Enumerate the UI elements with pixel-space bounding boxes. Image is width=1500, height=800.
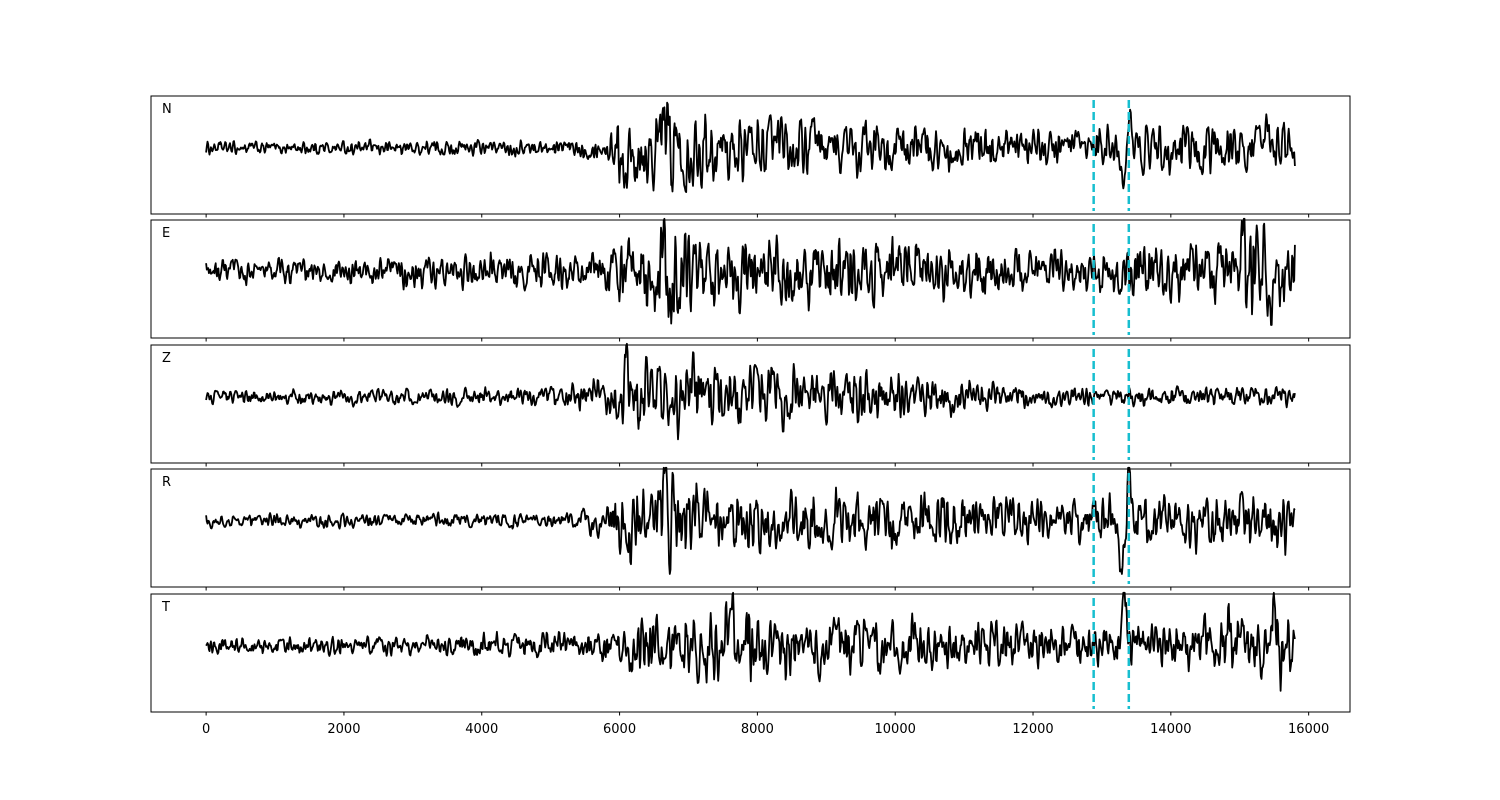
x-tick-label: 6000 <box>603 722 636 737</box>
x-tick-label: 14000 <box>1150 722 1191 737</box>
x-tick-label: 12000 <box>1012 722 1053 737</box>
waveform-trace-z <box>205 342 1296 441</box>
x-tick-label: 4000 <box>465 722 498 737</box>
x-tick-label: 16000 <box>1288 722 1329 737</box>
x-tick-label: 2000 <box>327 722 360 737</box>
waveform-trace-e <box>205 217 1296 326</box>
waveform-trace-r <box>205 466 1296 575</box>
panel-frame <box>150 344 1351 464</box>
waveform-trace-t <box>205 591 1296 692</box>
panel-label: T <box>161 600 170 615</box>
x-tick-label: 0 <box>202 722 210 737</box>
panel-t: T <box>150 591 1351 716</box>
panel-e: E <box>150 217 1351 342</box>
x-axis: 0 2000 4000 6000 8000 10000 12000 14000 16000 <box>202 722 1329 737</box>
panel-r: R <box>150 466 1351 591</box>
panels-layer: N E Z R T <box>150 95 1351 716</box>
x-tick-label: 8000 <box>741 722 774 737</box>
panel-label: Z <box>162 351 171 366</box>
x-tick-label: 10000 <box>875 722 916 737</box>
panel-label: E <box>162 226 170 241</box>
panel-label: R <box>162 475 171 490</box>
panel-z: Z <box>150 342 1351 467</box>
panel-frame <box>150 95 1351 215</box>
panel-label: N <box>162 102 172 117</box>
waveform-trace-n <box>205 101 1296 193</box>
panel-n: N <box>150 95 1351 218</box>
panel-frame <box>150 468 1351 588</box>
